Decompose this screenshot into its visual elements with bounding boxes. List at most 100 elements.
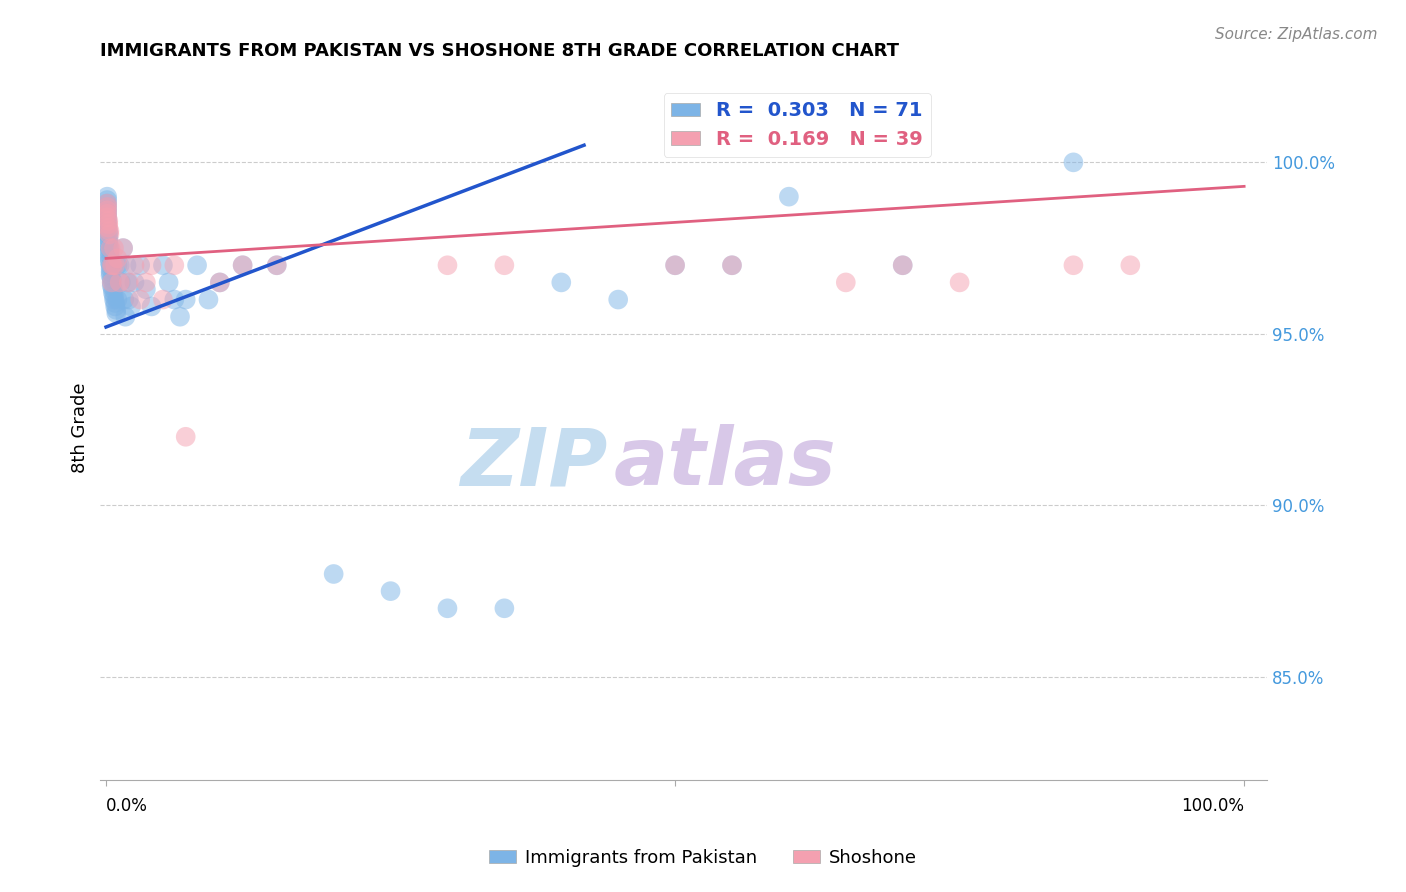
Point (208, 276, 231, 290)
Point (120, 300, 142, 314)
Text: Source: ZipAtlas.com: Source: ZipAtlas.com (1215, 27, 1378, 42)
Point (105, 306, 128, 320)
Point (97, 227, 120, 242)
Point (232, 258, 254, 272)
Point (96, 203, 118, 218)
Point (141, 300, 163, 314)
Point (208, 276, 231, 290)
Point (436, 601, 458, 615)
Point (108, 258, 131, 272)
Point (98, 227, 121, 242)
Point (163, 258, 186, 272)
Point (380, 584, 402, 599)
Point (98, 255, 121, 269)
Point (97, 224, 120, 238)
Point (1062, 258, 1084, 272)
Point (96, 193, 118, 207)
Point (186, 258, 208, 272)
Point (107, 252, 129, 266)
Point (891, 258, 914, 272)
Point (112, 241, 135, 255)
Point (96, 196, 118, 211)
Point (96, 213, 118, 227)
Point (118, 293, 141, 307)
Point (107, 293, 129, 307)
Point (97, 234, 120, 248)
Point (103, 241, 125, 255)
Point (152, 258, 174, 272)
Point (436, 258, 458, 272)
Point (169, 310, 191, 324)
Point (100, 241, 122, 255)
Point (129, 293, 152, 307)
Point (97, 217, 120, 231)
Point (118, 276, 141, 290)
Point (96, 220, 118, 235)
Point (96, 200, 118, 214)
Point (96, 207, 118, 221)
Point (100, 272, 122, 286)
Point (607, 293, 630, 307)
Point (112, 293, 135, 307)
Point (98, 244, 121, 259)
Legend: Immigrants from Pakistan, Shoshone: Immigrants from Pakistan, Shoshone (481, 842, 925, 874)
Point (135, 282, 157, 296)
Point (103, 293, 125, 307)
Point (232, 258, 254, 272)
Point (97, 220, 120, 235)
Point (97, 237, 120, 252)
Legend: R =  0.303   N = 71, R =  0.169   N = 39: R = 0.303 N = 71, R = 0.169 N = 39 (664, 94, 931, 157)
Point (96, 196, 118, 211)
Point (266, 258, 288, 272)
Point (135, 276, 157, 290)
Point (266, 258, 288, 272)
Point (157, 276, 180, 290)
Point (721, 258, 744, 272)
Point (103, 289, 125, 303)
Point (124, 276, 146, 290)
Point (163, 293, 186, 307)
Point (101, 282, 124, 296)
Point (98, 252, 121, 266)
Point (721, 258, 744, 272)
Point (96, 189, 118, 203)
Point (115, 258, 138, 272)
Text: IMMIGRANTS FROM PAKISTAN VS SHOSHONE 8TH GRADE CORRELATION CHART: IMMIGRANTS FROM PAKISTAN VS SHOSHONE 8TH… (100, 42, 900, 60)
Point (114, 310, 136, 324)
Point (96, 217, 118, 231)
Point (124, 258, 146, 272)
Point (117, 276, 139, 290)
Point (949, 276, 972, 290)
Point (108, 276, 131, 290)
Point (97, 213, 120, 227)
Point (104, 300, 127, 314)
Point (174, 430, 197, 444)
Point (1062, 155, 1084, 169)
Point (322, 566, 344, 581)
Point (891, 258, 914, 272)
Point (1119, 258, 1142, 272)
Point (98, 248, 121, 262)
Point (100, 265, 122, 279)
Point (197, 293, 219, 307)
Point (835, 276, 858, 290)
Point (141, 258, 163, 272)
Point (101, 258, 124, 272)
Point (152, 293, 174, 307)
Point (100, 261, 122, 276)
Point (100, 276, 122, 290)
Point (97, 231, 120, 245)
Point (664, 258, 686, 272)
Point (100, 278, 122, 293)
Point (494, 258, 516, 272)
Point (96, 211, 118, 225)
Point (98, 224, 121, 238)
Point (96, 211, 118, 225)
Point (174, 293, 197, 307)
Point (778, 189, 800, 203)
Point (110, 276, 132, 290)
Point (98, 241, 121, 255)
Text: atlas: atlas (613, 425, 837, 502)
Point (664, 258, 686, 272)
Point (104, 296, 127, 310)
